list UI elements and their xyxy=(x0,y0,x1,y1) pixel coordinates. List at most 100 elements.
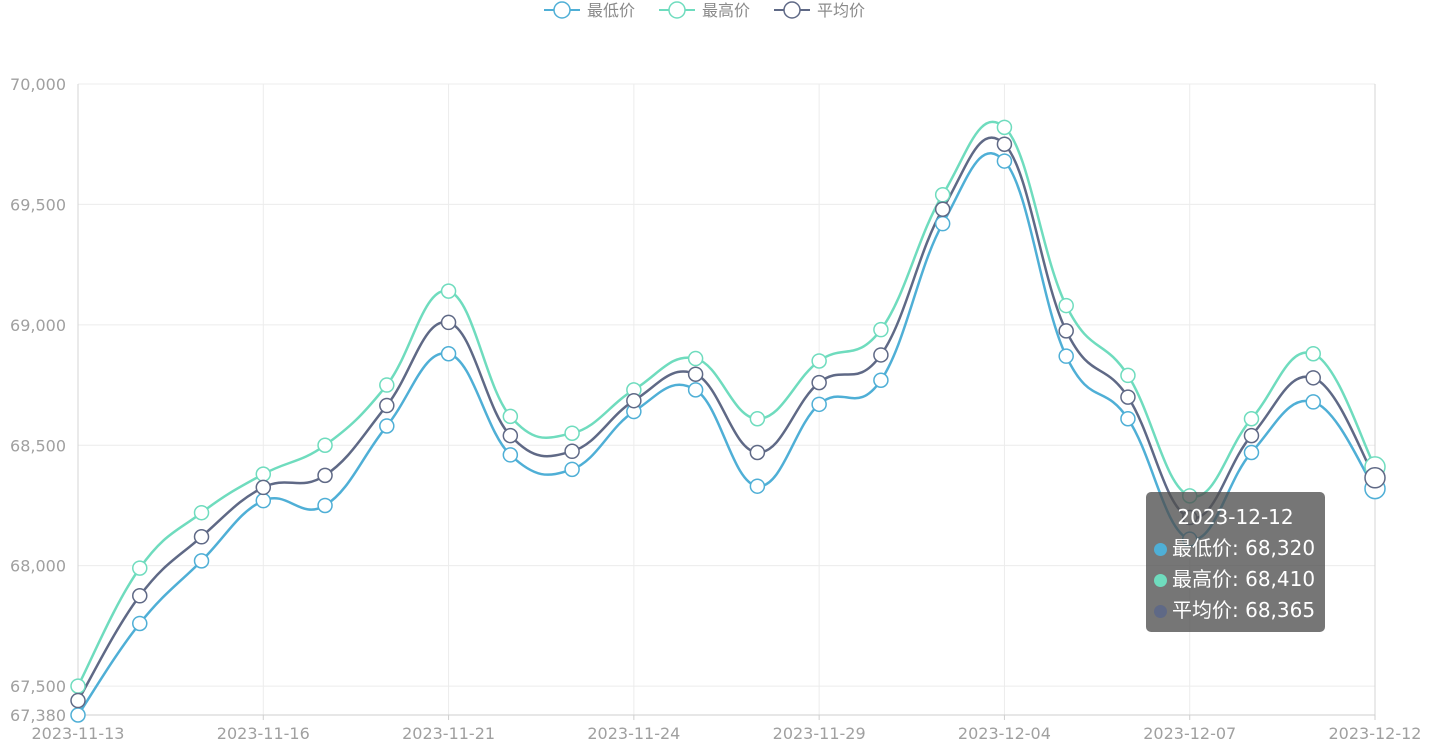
data-point-high[interactable] xyxy=(996,119,1013,136)
data-point-low[interactable] xyxy=(934,215,951,232)
data-point-high[interactable] xyxy=(687,350,704,367)
data-point-avg[interactable] xyxy=(934,201,951,217)
data-point-high[interactable] xyxy=(749,411,766,427)
x-tick-label: 2023-11-29 xyxy=(773,724,866,743)
data-point-high[interactable] xyxy=(255,466,272,482)
x-tick-label: 2023-11-16 xyxy=(217,724,310,743)
tooltip: 2023-12-12 最低价: 68,320 最高价: 68,410 平均价: … xyxy=(1146,492,1325,632)
data-point-avg[interactable] xyxy=(749,444,766,461)
axes: 67,380 67,500 68,000 68,500 69,000 69,500 70,0… xyxy=(10,75,1421,743)
tooltip-value-high: 68,410 xyxy=(1245,567,1316,591)
y-tick-label: 67,500 xyxy=(10,677,66,696)
data-point-high[interactable] xyxy=(934,187,951,203)
data-point-avg[interactable] xyxy=(132,588,148,604)
data-point-low[interactable] xyxy=(1058,348,1074,364)
data-point-avg[interactable] xyxy=(502,427,519,444)
data-point-high[interactable] xyxy=(502,408,519,425)
data-point-high[interactable] xyxy=(1243,411,1260,427)
data-point-avg[interactable] xyxy=(996,136,1013,152)
data-point-avg[interactable] xyxy=(379,397,395,414)
legend-item-avg[interactable]: 平均价 xyxy=(774,1,865,20)
data-point-avg[interactable] xyxy=(687,366,704,382)
data-point-high[interactable] xyxy=(132,560,148,576)
data-point-avg[interactable] xyxy=(255,479,272,496)
data-point-low[interactable] xyxy=(564,461,580,478)
data-point-low[interactable] xyxy=(193,553,210,569)
legend-marker-icon xyxy=(553,1,571,19)
data-point-avg[interactable] xyxy=(1305,370,1321,386)
data-point-avg[interactable] xyxy=(873,347,889,363)
data-point-low[interactable] xyxy=(1305,394,1321,410)
data-point-avg[interactable] xyxy=(317,467,333,484)
data-point-avg[interactable] xyxy=(626,392,642,409)
legend-item-low[interactable]: 最低价 xyxy=(544,1,635,20)
data-point-low[interactable] xyxy=(811,396,827,413)
y-tick-label: 70,000 xyxy=(10,75,66,94)
data-point-high[interactable] xyxy=(379,377,395,393)
x-tick-label: 2023-12-07 xyxy=(1143,724,1236,743)
data-point-high[interactable] xyxy=(317,437,333,454)
x-tick-label: 2023-11-13 xyxy=(32,724,125,743)
y-tick-label: 68,000 xyxy=(10,557,66,576)
tooltip-label-avg: 平均价 xyxy=(1172,598,1232,622)
legend-item-high[interactable]: 最高价 xyxy=(659,1,750,20)
data-point-avg[interactable] xyxy=(811,374,827,391)
data-point-low[interactable] xyxy=(132,615,148,632)
data-point-high[interactable] xyxy=(1120,367,1136,384)
data-point-low[interactable] xyxy=(502,447,519,463)
data-point-avg[interactable] xyxy=(1120,389,1136,405)
tooltip-value-low: 68,320 xyxy=(1245,536,1316,560)
data-point-high[interactable] xyxy=(70,678,86,694)
legend-marker-icon xyxy=(668,1,686,19)
data-point-low[interactable] xyxy=(70,707,86,723)
data-point-avg[interactable] xyxy=(1058,323,1074,339)
legend-label: 最低价 xyxy=(587,1,635,20)
data-point-high[interactable] xyxy=(564,425,580,441)
data-point-avg[interactable] xyxy=(70,692,86,709)
data-point-low[interactable] xyxy=(379,418,395,434)
data-point-low[interactable] xyxy=(1120,411,1136,427)
y-tick-label: 68,500 xyxy=(10,436,66,455)
x-tick-label: 2023-12-12 xyxy=(1329,724,1422,743)
tooltip-row-avg: 平均价: 68,365 xyxy=(1154,595,1317,626)
data-point-avg[interactable] xyxy=(440,314,457,331)
data-point-high[interactable] xyxy=(873,321,889,338)
data-point-low[interactable] xyxy=(996,153,1013,169)
data-point-high[interactable] xyxy=(1305,345,1321,362)
y-tick-label: 69,500 xyxy=(10,195,66,214)
data-point-low[interactable] xyxy=(317,497,333,514)
data-point-low[interactable] xyxy=(440,345,457,362)
tooltip-dot-low xyxy=(1154,543,1167,556)
data-point-high[interactable] xyxy=(193,504,210,521)
legend-label: 平均价 xyxy=(817,1,865,20)
data-point-avg[interactable] xyxy=(193,529,210,545)
tooltip-label-high: 最高价 xyxy=(1172,567,1232,591)
legend-label: 最高价 xyxy=(702,1,750,20)
tooltip-date: 2023-12-12 xyxy=(1177,505,1294,529)
x-tick-label: 2023-11-24 xyxy=(587,724,680,743)
data-point-low[interactable] xyxy=(873,372,889,388)
y-tick-label: 67,380 xyxy=(10,706,66,725)
data-point-low[interactable] xyxy=(255,492,272,509)
tooltip-value-avg: 68,365 xyxy=(1245,598,1316,622)
data-point-avg[interactable] xyxy=(1364,467,1386,489)
data-point-low[interactable] xyxy=(749,478,766,494)
data-point-high[interactable] xyxy=(1058,297,1074,314)
y-tick-label: 69,000 xyxy=(10,316,66,335)
tooltip-dot-avg xyxy=(1154,605,1167,618)
legend[interactable]: 最低价 最高价 平均价 xyxy=(544,1,865,20)
tooltip-dot-high xyxy=(1154,574,1167,587)
x-tick-label: 2023-11-21 xyxy=(402,724,495,743)
x-tick-label: 2023-12-04 xyxy=(958,724,1051,743)
tooltip-row-high: 最高价: 68,410 xyxy=(1154,564,1317,595)
data-point-high[interactable] xyxy=(440,283,457,299)
tooltip-label-low: 最低价 xyxy=(1172,536,1232,560)
tooltip-row-low: 最低价: 68,320 xyxy=(1154,533,1317,564)
data-point-avg[interactable] xyxy=(564,443,580,460)
data-point-low[interactable] xyxy=(1243,444,1260,461)
legend-marker-icon xyxy=(783,1,801,19)
data-point-high[interactable] xyxy=(811,353,827,369)
data-point-low[interactable] xyxy=(687,382,704,398)
data-point-avg[interactable] xyxy=(1243,427,1260,444)
